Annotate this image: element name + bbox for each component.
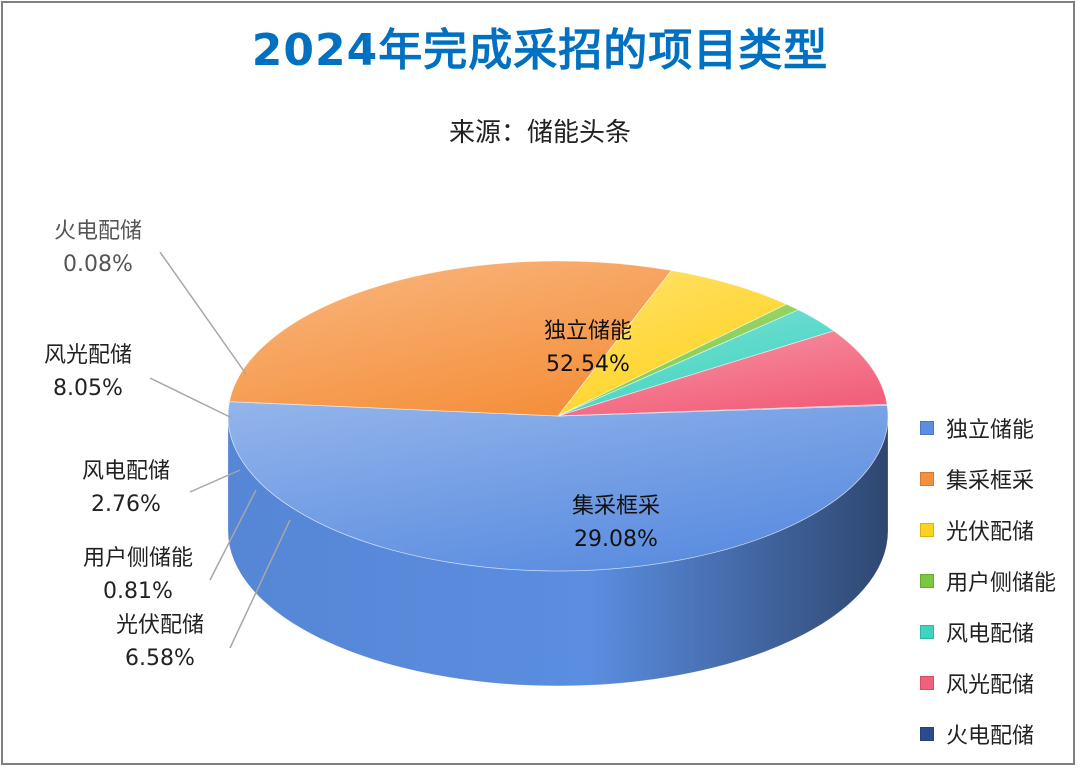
legend-item: 火电配储 [920, 708, 1056, 759]
legend-item: 光伏配储 [920, 504, 1056, 555]
slice-value-独立储能: 52.54% [546, 352, 630, 377]
legend-label: 风电配储 [946, 621, 1035, 647]
slice-value-用户侧储能: 0.81% [103, 579, 173, 604]
legend-item: 风电配储 [920, 606, 1056, 657]
slice-label-风电配储: 风电配储 [82, 459, 170, 484]
slice-value-风电配储: 2.76% [91, 492, 161, 517]
slice-火电配储 [557, 403, 888, 417]
slice-label-火电配储: 火电配储 [54, 219, 142, 244]
leader-line-用户侧储能 [209, 489, 257, 581]
legend-item: 独立储能 [920, 402, 1056, 453]
legend-swatch [920, 726, 934, 741]
legend-label: 光伏配储 [946, 519, 1035, 545]
slice-风光配储 [557, 330, 888, 417]
slice-集采框采 [228, 260, 673, 417]
chart-subtitle: 来源：储能头条 [448, 118, 631, 148]
slice-value-集采框采: 29.08% [574, 527, 658, 552]
chart-legend: 独立储能集采框采光伏配储用户侧储能风电配储风光配储火电配储 [920, 402, 1056, 759]
leader-line-风光配储 [149, 377, 233, 419]
legend-swatch [920, 573, 934, 588]
legend-label: 火电配储 [946, 723, 1035, 749]
slice-label-独立储能: 独立储能 [544, 319, 632, 344]
legend-swatch [920, 675, 934, 690]
legend-swatch [920, 624, 934, 639]
legend-label: 集采框采 [946, 468, 1035, 494]
slice-label-集采框采: 集采框采 [572, 494, 660, 519]
slice-value-光伏配储: 6.58% [125, 646, 195, 671]
slice-label-光伏配储: 光伏配储 [116, 613, 204, 638]
slice-label-用户侧储能: 用户侧储能 [83, 546, 193, 571]
legend-swatch [920, 522, 934, 537]
leader-line-风电配储 [189, 469, 241, 493]
slice-光伏配储 [557, 270, 788, 417]
slice-value-风光配储: 8.05% [53, 376, 123, 401]
leader-line-火电配储 [159, 251, 247, 375]
legend-item: 用户侧储能 [920, 555, 1056, 606]
leader-line-光伏配储 [229, 519, 291, 649]
slice-独立储能 [227, 401, 889, 572]
slice-label-风光配储: 风光配储 [44, 343, 132, 368]
legend-label: 风光配储 [946, 672, 1035, 698]
chart-title: 2024年完成采招的项目类型 [251, 25, 829, 76]
legend-item: 集采框采 [920, 453, 1056, 504]
legend-item: 风光配储 [920, 657, 1056, 708]
legend-label: 独立储能 [946, 417, 1035, 443]
legend-swatch [920, 471, 934, 486]
legend-swatch [920, 420, 934, 435]
legend-label: 用户侧储能 [946, 570, 1057, 596]
slice-value-火电配储: 0.08% [63, 252, 133, 277]
